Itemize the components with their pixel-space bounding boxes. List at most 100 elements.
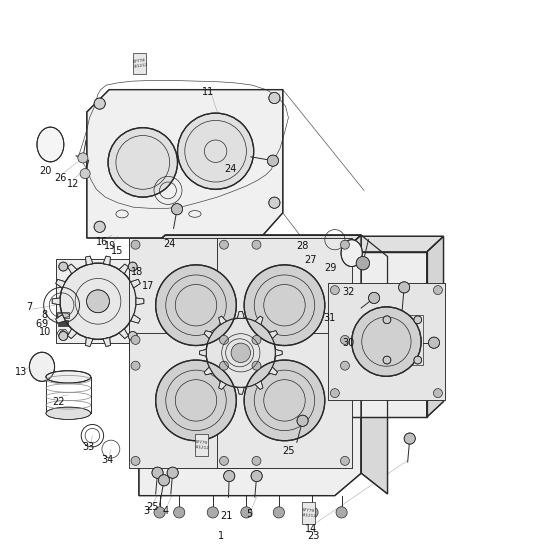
Text: 18: 18 xyxy=(131,267,143,277)
Text: 8: 8 xyxy=(42,310,48,320)
Polygon shape xyxy=(68,329,77,339)
Text: 10: 10 xyxy=(39,326,51,337)
Polygon shape xyxy=(343,236,444,252)
Circle shape xyxy=(174,507,185,518)
Circle shape xyxy=(340,456,349,465)
Text: 25: 25 xyxy=(282,446,295,456)
Text: 26: 26 xyxy=(54,173,67,183)
Polygon shape xyxy=(129,333,263,468)
Circle shape xyxy=(330,389,339,398)
Circle shape xyxy=(383,356,391,364)
Text: 9: 9 xyxy=(42,319,48,329)
Text: 21: 21 xyxy=(221,511,233,521)
Text: 25: 25 xyxy=(146,502,158,512)
Circle shape xyxy=(94,98,105,109)
Text: 24: 24 xyxy=(225,164,237,174)
Circle shape xyxy=(433,389,442,398)
Bar xyxy=(58,320,68,326)
Text: 27: 27 xyxy=(305,255,317,265)
Polygon shape xyxy=(87,90,283,238)
Circle shape xyxy=(340,361,349,370)
Text: 32: 32 xyxy=(342,287,354,297)
Text: 3: 3 xyxy=(144,506,150,516)
Polygon shape xyxy=(269,330,278,338)
Text: 30: 30 xyxy=(342,338,354,348)
Polygon shape xyxy=(255,316,263,325)
Polygon shape xyxy=(119,264,128,274)
Circle shape xyxy=(340,335,349,344)
Circle shape xyxy=(252,456,261,465)
Circle shape xyxy=(340,240,349,249)
Polygon shape xyxy=(218,316,226,325)
Circle shape xyxy=(368,292,380,304)
Circle shape xyxy=(158,475,170,486)
Circle shape xyxy=(428,337,440,348)
Circle shape xyxy=(336,507,347,518)
Circle shape xyxy=(171,204,183,215)
Polygon shape xyxy=(217,238,352,372)
Circle shape xyxy=(152,467,163,478)
Text: 97770
-01212: 97770 -01212 xyxy=(131,58,148,69)
Text: 11: 11 xyxy=(202,87,214,97)
Bar xyxy=(57,312,69,318)
Circle shape xyxy=(59,262,68,271)
Circle shape xyxy=(399,282,410,293)
Polygon shape xyxy=(204,367,213,375)
Ellipse shape xyxy=(46,371,91,383)
Polygon shape xyxy=(139,235,361,258)
Polygon shape xyxy=(269,367,278,375)
Text: 7: 7 xyxy=(26,302,32,312)
Polygon shape xyxy=(382,315,423,365)
Circle shape xyxy=(220,240,228,249)
Circle shape xyxy=(131,240,140,249)
Polygon shape xyxy=(68,264,77,274)
Polygon shape xyxy=(56,259,140,343)
Circle shape xyxy=(352,307,421,376)
Circle shape xyxy=(433,286,442,295)
Circle shape xyxy=(156,360,236,441)
Text: 23: 23 xyxy=(307,531,320,542)
Circle shape xyxy=(269,92,280,104)
Polygon shape xyxy=(130,315,141,323)
Circle shape xyxy=(80,169,90,179)
Circle shape xyxy=(267,155,278,166)
Text: 15: 15 xyxy=(111,246,124,256)
Circle shape xyxy=(383,316,391,324)
Circle shape xyxy=(231,343,250,362)
Polygon shape xyxy=(199,349,206,356)
Circle shape xyxy=(241,507,252,518)
Polygon shape xyxy=(204,330,213,338)
Circle shape xyxy=(220,361,228,370)
Polygon shape xyxy=(103,256,110,265)
Text: 34: 34 xyxy=(101,455,114,465)
Circle shape xyxy=(78,153,88,163)
Circle shape xyxy=(60,263,136,339)
Circle shape xyxy=(207,507,218,518)
Circle shape xyxy=(251,470,262,482)
Polygon shape xyxy=(55,279,66,288)
Ellipse shape xyxy=(341,240,362,267)
Polygon shape xyxy=(55,315,66,323)
Circle shape xyxy=(131,456,140,465)
Circle shape xyxy=(131,361,140,370)
Ellipse shape xyxy=(37,127,64,162)
Circle shape xyxy=(220,456,228,465)
Text: 28: 28 xyxy=(296,241,309,251)
Circle shape xyxy=(307,507,318,518)
Circle shape xyxy=(87,290,109,312)
Text: 13: 13 xyxy=(15,367,27,377)
Polygon shape xyxy=(52,298,60,305)
Polygon shape xyxy=(86,256,93,265)
Text: 1: 1 xyxy=(218,531,224,542)
Polygon shape xyxy=(361,235,388,494)
Ellipse shape xyxy=(29,352,55,381)
Text: 33: 33 xyxy=(82,442,95,452)
Circle shape xyxy=(154,507,165,518)
Circle shape xyxy=(178,113,254,189)
Polygon shape xyxy=(217,333,352,468)
Circle shape xyxy=(330,286,339,295)
Text: 97770
-01212: 97770 -01212 xyxy=(300,508,317,518)
Bar xyxy=(302,502,315,524)
Circle shape xyxy=(167,467,178,478)
Circle shape xyxy=(252,361,261,370)
